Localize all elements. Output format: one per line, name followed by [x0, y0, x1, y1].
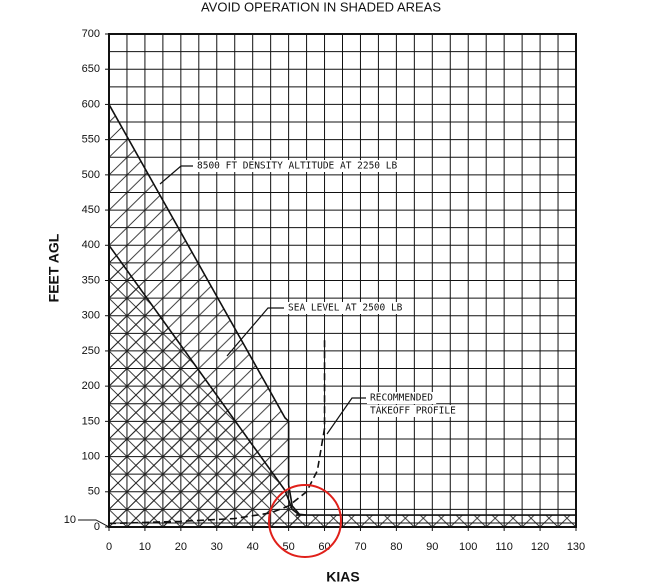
y-tick-label: 400 — [82, 239, 100, 251]
y-tick-label: 100 — [82, 450, 100, 462]
x-tick-label: 30 — [211, 541, 223, 553]
highlight-circle — [268, 484, 342, 558]
x-tick-label: 110 — [495, 541, 513, 553]
annotation: SEA LEVEL AT 2500 LB — [288, 303, 403, 314]
y-tick-label: 500 — [82, 169, 100, 181]
y-tick-label: 0 — [94, 521, 100, 533]
y-tick-label: 50 — [88, 486, 100, 498]
shaded-area — [295, 515, 576, 527]
x-tick-label: 10 — [139, 541, 151, 553]
x-tick-label: 100 — [459, 541, 477, 553]
y-tick-label: 450 — [82, 204, 100, 216]
x-tick-label: 130 — [567, 541, 585, 553]
x-tick-label: 70 — [354, 541, 366, 553]
y-tick-label: 700 — [82, 28, 100, 40]
boundary-line — [108, 244, 300, 516]
x-axis-label: KIAS — [326, 569, 359, 585]
annotation: TAKEOFF PROFILE — [370, 406, 456, 417]
x-tick-label: 0 — [106, 541, 112, 553]
leader-line — [226, 307, 284, 357]
y-tick-label: 200 — [82, 380, 100, 392]
y-tick-label: 550 — [82, 134, 100, 146]
annotation-bg — [194, 160, 401, 172]
y-tick-label: 250 — [82, 345, 100, 357]
annotation: 8500 FT DENSITY ALTITUDE AT 2250 LB — [197, 161, 397, 172]
y-tick-label: 600 — [82, 98, 100, 110]
leader-line — [326, 397, 366, 435]
annotation-bg — [285, 302, 406, 314]
annotation-bg — [367, 405, 460, 417]
x-tick-label: 120 — [531, 541, 549, 553]
leader-line — [159, 165, 193, 185]
x-tick-label: 40 — [247, 541, 259, 553]
plot-frame — [108, 33, 577, 528]
annotation: RECOMMENDED — [370, 393, 433, 404]
x-tick-label: 50 — [282, 541, 294, 553]
y-tick-label: 300 — [82, 310, 100, 322]
y-axis-label: FEET AGL — [46, 233, 62, 302]
x-tick-label: 20 — [175, 541, 187, 553]
plot-area: 0 10 20 30 40 50 60 70 80 90 100 110 120 130050100150… — [64, 28, 585, 553]
chart-title: AVOID OPERATION IN SHADED AREAS — [201, 0, 441, 14]
annotation-bg — [367, 392, 437, 404]
y-tick-label: 650 — [82, 63, 100, 75]
y-tick-label: 150 — [82, 415, 100, 427]
x-tick-label: 90 — [426, 541, 438, 553]
extra-tick — [78, 519, 110, 528]
x-tick-label: 80 — [390, 541, 402, 553]
extra-tick-label: 10 — [64, 514, 76, 526]
y-tick-label: 350 — [82, 274, 100, 286]
takeoff-profile — [108, 336, 326, 525]
shaded-area — [109, 245, 300, 528]
